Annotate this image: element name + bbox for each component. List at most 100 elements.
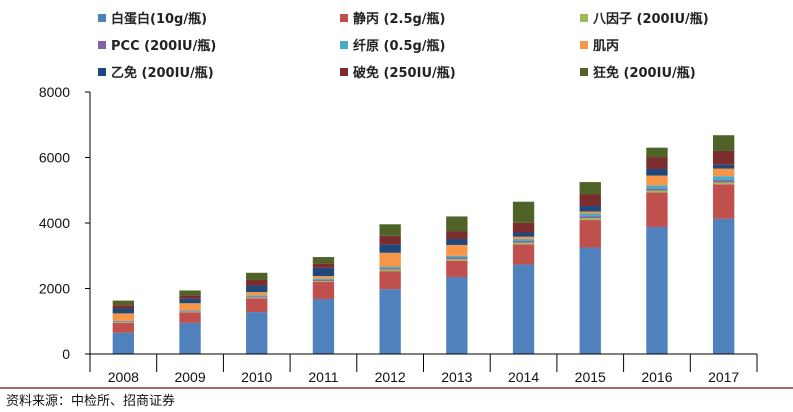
bar-stack <box>112 300 135 354</box>
x-tick-label: 2017 <box>708 369 739 385</box>
bar-segment <box>312 280 335 282</box>
legend-item: 肌丙 <box>580 39 619 54</box>
legend-swatch <box>340 14 348 22</box>
legend-item: 狂免 (200IU/瓶) <box>580 65 696 81</box>
bar-segment <box>179 322 201 354</box>
bar-segment <box>646 192 668 227</box>
bar-segment <box>579 194 601 206</box>
bar-segment <box>179 303 201 311</box>
x-tick-label: 2015 <box>575 369 606 385</box>
legend-item: 破免 (250IU/瓶) <box>340 65 456 81</box>
legend-swatch <box>98 14 106 22</box>
bar-stack <box>712 135 735 354</box>
legend-label: 纤原 (0.5g/瓶) <box>353 38 446 54</box>
bar-segment <box>379 271 401 290</box>
x-tick-label: 2009 <box>174 369 205 385</box>
y-tick-label: 8000 <box>39 84 70 100</box>
bar-stack <box>379 224 401 354</box>
bar-segment <box>112 320 135 322</box>
legend-item: 白蛋白(10g/瓶) <box>98 11 207 27</box>
x-tick-label: 2012 <box>375 369 406 385</box>
bar-segment <box>112 313 135 321</box>
bar-segment <box>446 216 468 232</box>
bar-segment <box>246 279 268 286</box>
bar-segment <box>312 279 335 281</box>
bar-segment <box>312 263 335 268</box>
y-axis: 0 2000 4000 6000 8000 <box>39 84 91 362</box>
x-tick-label: 2010 <box>241 369 272 385</box>
bar-segment <box>446 277 468 354</box>
legend-swatch <box>340 68 348 76</box>
legend-swatch <box>98 41 106 49</box>
bar-segment <box>246 296 268 298</box>
bar-segment <box>512 264 535 354</box>
bar-stack <box>446 216 468 354</box>
bar-segment <box>246 297 268 299</box>
bar-segment <box>246 272 268 280</box>
bar-stack <box>246 272 268 354</box>
bar-segment <box>712 182 735 185</box>
legend-label: 静丙 (2.5g/瓶) <box>353 11 446 27</box>
bar-segment <box>712 184 735 219</box>
y-tick-label: 0 <box>62 346 70 362</box>
x-axis: 2008 2009 2010 2011 2012 2013 2014 2015 2016 2017 <box>89 353 758 385</box>
bar-segment <box>446 257 468 260</box>
legend-label: 八因子 (200IU/瓶) <box>592 11 709 27</box>
x-tick-label: 2011 <box>308 369 338 385</box>
bar-segment <box>712 180 735 183</box>
legend-swatch <box>580 68 588 76</box>
y-tick-label: 6000 <box>39 150 70 166</box>
bar-segment <box>179 295 201 299</box>
bar-segment <box>579 205 601 212</box>
bar-segment <box>446 231 468 240</box>
bar-segment <box>379 269 401 272</box>
bar-segment <box>246 285 268 293</box>
bar-segment <box>112 321 135 323</box>
legend-item: 乙免 (200IU/瓶) <box>98 65 214 81</box>
bar-segment <box>246 312 268 354</box>
bar-segment <box>712 135 735 151</box>
bar-segment <box>112 322 135 323</box>
bar-segment <box>112 322 135 333</box>
bar-segment <box>512 241 535 243</box>
legend-item: 八因子 (200IU/瓶) <box>580 11 709 27</box>
bar-segment <box>112 305 135 309</box>
bar-segment <box>579 216 601 219</box>
bar-stack <box>579 182 601 354</box>
legend-label: 乙免 (200IU/瓶) <box>111 65 214 81</box>
legend-swatch <box>98 68 106 76</box>
bar-segment <box>379 252 401 267</box>
bar-segment <box>246 298 268 313</box>
bar-segment <box>512 201 535 223</box>
bar-segment <box>246 292 268 296</box>
bar-segment <box>112 300 135 306</box>
bar-segment <box>512 236 535 240</box>
y-tick-label: 2000 <box>39 281 70 297</box>
bar-segment <box>312 267 335 277</box>
bar-segment <box>179 310 201 312</box>
bar-segment <box>446 239 468 245</box>
bar-segment <box>646 185 668 189</box>
bar-segment <box>312 298 335 354</box>
legend-label: 破免 (250IU/瓶) <box>353 65 456 81</box>
legend-swatch <box>340 41 348 49</box>
bar-segment <box>712 218 735 354</box>
bar-segment <box>512 232 535 237</box>
bar-stack <box>312 257 335 354</box>
bar-segment <box>712 176 735 181</box>
source-note: 资料来源：中检所、招商证券 <box>6 393 175 409</box>
bar-segment <box>579 213 601 217</box>
bar-segment <box>579 182 601 195</box>
bar-segment <box>712 168 735 177</box>
x-tick-label: 2008 <box>108 369 139 385</box>
x-tick-label: 2014 <box>508 369 539 385</box>
x-tick-label: 2013 <box>441 369 472 385</box>
bar-segment <box>312 257 335 264</box>
bar-segment <box>112 332 135 354</box>
bar-segment <box>646 188 668 191</box>
bar-segment <box>379 268 401 270</box>
bar-segment <box>446 260 468 278</box>
legend-swatch <box>580 14 588 22</box>
bar-segment <box>646 226 668 354</box>
